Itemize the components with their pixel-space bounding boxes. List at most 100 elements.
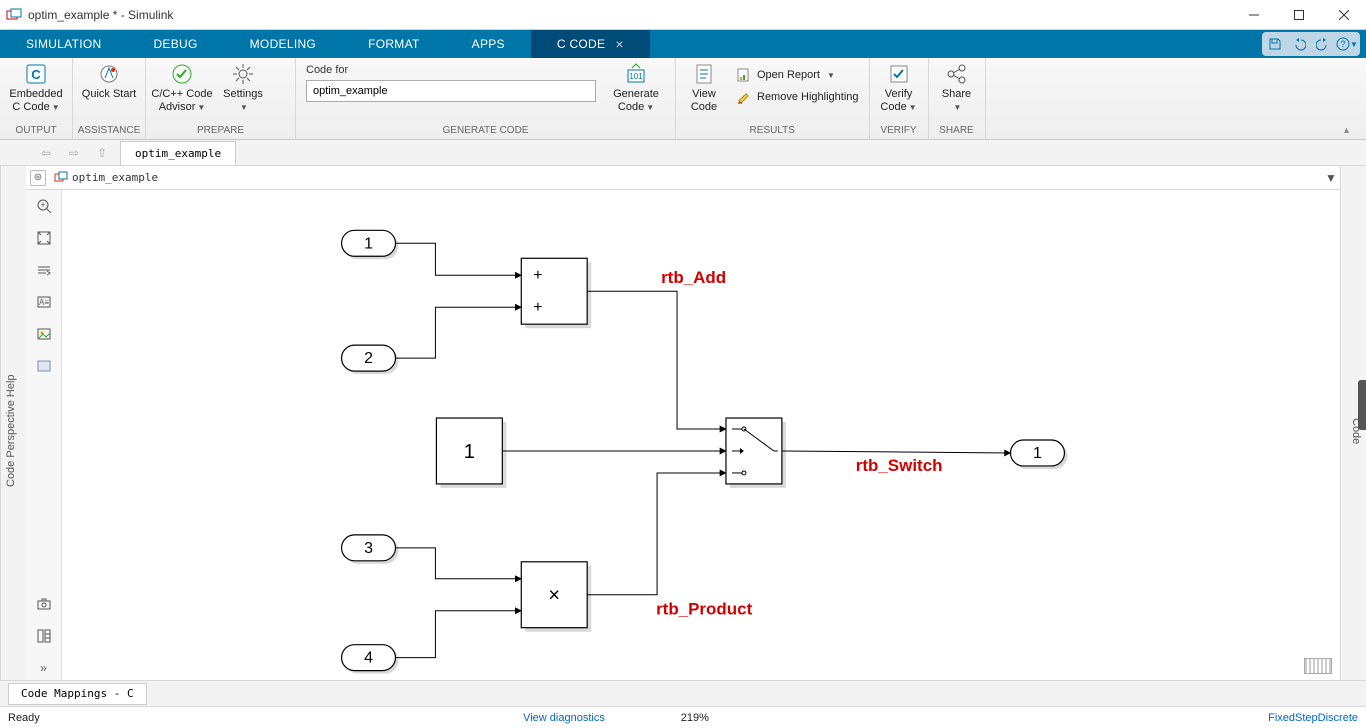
share-icon bbox=[945, 62, 969, 86]
breadcrumb-dropdown[interactable]: ▼ bbox=[1322, 171, 1340, 185]
side-drag-handle[interactable] bbox=[1358, 380, 1366, 430]
code-for-input[interactable] bbox=[306, 80, 596, 102]
svg-text:A≡: A≡ bbox=[38, 298, 48, 307]
group-label-results: RESULTS bbox=[680, 125, 865, 139]
svg-text:rtb_Add: rtb_Add bbox=[661, 268, 726, 287]
view-code-label: View Code bbox=[680, 88, 728, 113]
embedded-c-code-button[interactable]: C Embedded C Code▼ bbox=[4, 60, 68, 113]
screenshot-icon[interactable] bbox=[32, 592, 56, 616]
ribbon-group-generate: Code for 101 Generate Code▼ GENERATE COD… bbox=[296, 58, 676, 139]
highlighter-icon bbox=[736, 89, 752, 105]
nav-row: ⇦ ⇨ ⇧ optim_example bbox=[0, 140, 1366, 166]
nav-up-button[interactable]: ⇧ bbox=[90, 141, 114, 165]
remove-highlighting-button[interactable]: Remove Highlighting bbox=[730, 86, 865, 108]
share-label: Share bbox=[942, 88, 971, 100]
code-for-label: Code for bbox=[306, 64, 596, 76]
breadcrumb-bar: ⊛ optim_example ▼ bbox=[26, 166, 1340, 190]
view-code-button[interactable]: View Code bbox=[680, 60, 728, 113]
group-label-share: SHARE bbox=[933, 125, 981, 139]
nav-back-button[interactable]: ⇦ bbox=[34, 141, 58, 165]
svg-text:C: C bbox=[31, 67, 41, 82]
minimize-button[interactable] bbox=[1231, 1, 1276, 29]
area-icon[interactable] bbox=[32, 354, 56, 378]
tab-c-code[interactable]: C CODE× bbox=[531, 30, 650, 58]
svg-text:1: 1 bbox=[1033, 445, 1042, 462]
code-advisor-button[interactable]: C/C++ Code Advisor▼ bbox=[150, 60, 214, 113]
share-button[interactable]: Share▼ bbox=[933, 60, 981, 113]
tab-simulation[interactable]: SIMULATION bbox=[0, 30, 127, 58]
left-panel-collapsed[interactable]: Code Perspective Help bbox=[0, 166, 26, 696]
build-icon: 101 bbox=[624, 62, 648, 86]
svg-text:3: 3 bbox=[364, 540, 373, 557]
svg-text:+: + bbox=[533, 267, 542, 284]
ribbon-group-share: Share▼ SHARE bbox=[929, 58, 986, 139]
group-label-assistance: ASSISTANCE bbox=[77, 125, 141, 139]
window-title: optim_example * - Simulink bbox=[28, 8, 1231, 22]
quick-access-toolbar: ?▼ bbox=[1262, 32, 1360, 56]
svg-text:+: + bbox=[533, 299, 542, 316]
toggle-perspective-icon[interactable] bbox=[32, 258, 56, 282]
model-icon bbox=[54, 171, 68, 185]
status-ready: Ready bbox=[8, 712, 40, 724]
group-label-output: OUTPUT bbox=[4, 125, 68, 139]
help-icon[interactable]: ?▼ bbox=[1335, 33, 1359, 55]
main-tabstrip: SIMULATIONDEBUGMODELINGFORMATAPPSC CODE×… bbox=[0, 30, 1366, 58]
image-icon[interactable] bbox=[32, 322, 56, 346]
model-tab[interactable]: optim_example bbox=[120, 141, 236, 165]
svg-text:1: 1 bbox=[464, 441, 475, 463]
group-label-prepare: PREPARE bbox=[150, 125, 291, 139]
svg-text:?: ? bbox=[1341, 39, 1346, 49]
title-bar: optim_example * - Simulink bbox=[0, 0, 1366, 30]
hide-show-button[interactable]: ⊛ bbox=[30, 170, 46, 186]
report-icon bbox=[736, 67, 752, 83]
save-icon[interactable] bbox=[1263, 33, 1287, 55]
group-label-generate: GENERATE CODE bbox=[300, 125, 671, 139]
svg-text:+: + bbox=[40, 200, 45, 210]
svg-text:4: 4 bbox=[364, 650, 373, 667]
redo-icon[interactable] bbox=[1311, 33, 1335, 55]
canvas-palette: + A≡ » bbox=[26, 190, 62, 680]
open-report-button[interactable]: Open Report ▼ bbox=[730, 64, 865, 86]
solver-link[interactable]: FixedStepDiscrete bbox=[1268, 712, 1358, 724]
model-browser-icon[interactable] bbox=[32, 624, 56, 648]
ribbon-group-assistance: Quick Start ASSISTANCE bbox=[73, 58, 146, 139]
check-icon bbox=[170, 62, 194, 86]
gear-icon bbox=[231, 62, 255, 86]
generate-code-button[interactable]: 101 Generate Code▼ bbox=[604, 60, 668, 113]
svg-text:rtb_Product: rtb_Product bbox=[656, 600, 753, 619]
c-code-icon: C bbox=[24, 62, 48, 86]
tab-apps[interactable]: APPS bbox=[446, 30, 531, 58]
annotation-icon[interactable]: A≡ bbox=[32, 290, 56, 314]
view-diagnostics-link[interactable]: View diagnostics bbox=[523, 712, 605, 724]
svg-text:101: 101 bbox=[629, 72, 643, 81]
open-report-label: Open Report bbox=[757, 69, 820, 81]
close-button[interactable] bbox=[1321, 1, 1366, 29]
minimap[interactable] bbox=[1304, 658, 1332, 674]
fit-to-view-icon[interactable] bbox=[32, 226, 56, 250]
zoom-fit-icon[interactable]: + bbox=[32, 194, 56, 218]
tab-modeling[interactable]: MODELING bbox=[224, 30, 342, 58]
quick-start-label: Quick Start bbox=[82, 88, 136, 101]
svg-text:2: 2 bbox=[364, 350, 373, 367]
ribbon-group-results: View Code Open Report ▼ Remove Highlight… bbox=[676, 58, 870, 139]
expand-icon[interactable]: » bbox=[32, 656, 56, 680]
settings-button[interactable]: Settings▼ bbox=[216, 60, 270, 113]
ribbon-group-verify: Verify Code▼ VERIFY bbox=[870, 58, 929, 139]
nav-forward-button[interactable]: ⇨ bbox=[62, 141, 86, 165]
maximize-button[interactable] bbox=[1276, 1, 1321, 29]
quick-start-button[interactable]: Quick Start bbox=[77, 60, 141, 101]
tab-format[interactable]: FORMAT bbox=[342, 30, 446, 58]
tab-debug[interactable]: DEBUG bbox=[127, 30, 223, 58]
code-mappings-tab[interactable]: Code Mappings - C bbox=[8, 683, 147, 705]
ribbon-collapse-button[interactable]: ▴ bbox=[1344, 125, 1360, 137]
diagram-canvas[interactable]: 12341++×1rtb_Addrtb_Switchrtb_Product bbox=[62, 190, 1340, 680]
zoom-level[interactable]: 219% bbox=[605, 712, 785, 724]
verify-code-button[interactable]: Verify Code▼ bbox=[874, 60, 924, 113]
canvas-area: + A≡ » 12341++×1rtb_Addrtb_Switchrtb_Pro… bbox=[26, 190, 1340, 680]
tab-close-icon[interactable]: × bbox=[615, 36, 623, 52]
breadcrumb-text[interactable]: optim_example bbox=[72, 171, 1322, 184]
app-icon bbox=[6, 7, 22, 23]
quick-start-icon bbox=[97, 62, 121, 86]
right-panel-collapsed[interactable]: Code bbox=[1340, 166, 1366, 696]
undo-icon[interactable] bbox=[1287, 33, 1311, 55]
